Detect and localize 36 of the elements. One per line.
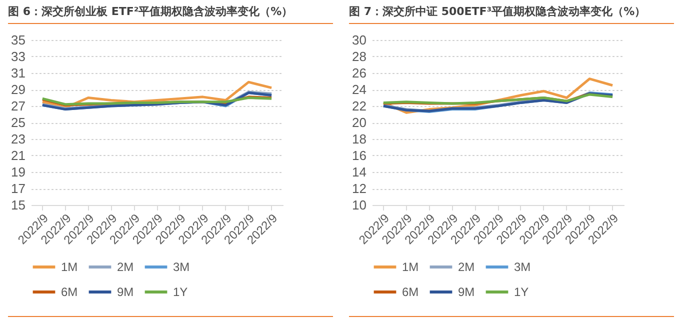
- legend-label: 1M: [61, 260, 78, 274]
- y-tick-label: 12: [352, 181, 366, 196]
- y-tick-label: 19: [11, 164, 26, 180]
- y-tick-label: 25: [11, 115, 26, 130]
- y-tick-label: 24: [352, 82, 366, 97]
- legend-label: 3M: [173, 260, 190, 274]
- legend-label: 1Y: [514, 285, 529, 299]
- y-tick-label: 29: [11, 82, 26, 97]
- y-tick-label: 15: [11, 198, 26, 212]
- legend-label: 6M: [61, 285, 78, 299]
- legend-label: 1M: [402, 260, 419, 274]
- legend-label: 2M: [458, 260, 475, 274]
- y-tick-label: 16: [352, 148, 366, 163]
- legend-label: 9M: [117, 285, 134, 299]
- legend-label: 6M: [402, 285, 419, 299]
- y-tick-label: 35: [11, 32, 26, 48]
- y-tick-label: 28: [352, 49, 366, 64]
- y-tick-label: 14: [352, 164, 366, 180]
- y-tick-label: 18: [352, 132, 366, 146]
- y-tick-label: 22: [352, 98, 366, 114]
- y-tick-label: 33: [11, 49, 26, 64]
- y-tick-label: 26: [352, 66, 366, 80]
- legend-label: 1Y: [173, 285, 188, 299]
- chart-title: 图 6：深交所创业板 ETF²平值期权隐含波动率变化（%）: [8, 0, 333, 24]
- y-tick-label: 17: [11, 181, 26, 196]
- legend-label: 3M: [514, 260, 531, 274]
- y-tick-label: 27: [11, 98, 26, 114]
- y-tick-label: 20: [352, 115, 366, 130]
- y-tick-label: 10: [352, 198, 366, 212]
- y-tick-label: 31: [11, 66, 26, 80]
- y-tick-label: 30: [352, 32, 366, 48]
- y-tick-label: 21: [11, 148, 26, 163]
- legend-label: 2M: [117, 260, 134, 274]
- legend-label: 9M: [458, 285, 475, 299]
- y-tick-label: 23: [11, 132, 26, 146]
- chart-title: 图 7：深交所中证 500ETF³平值期权隐含波动率变化（%）: [349, 0, 674, 24]
